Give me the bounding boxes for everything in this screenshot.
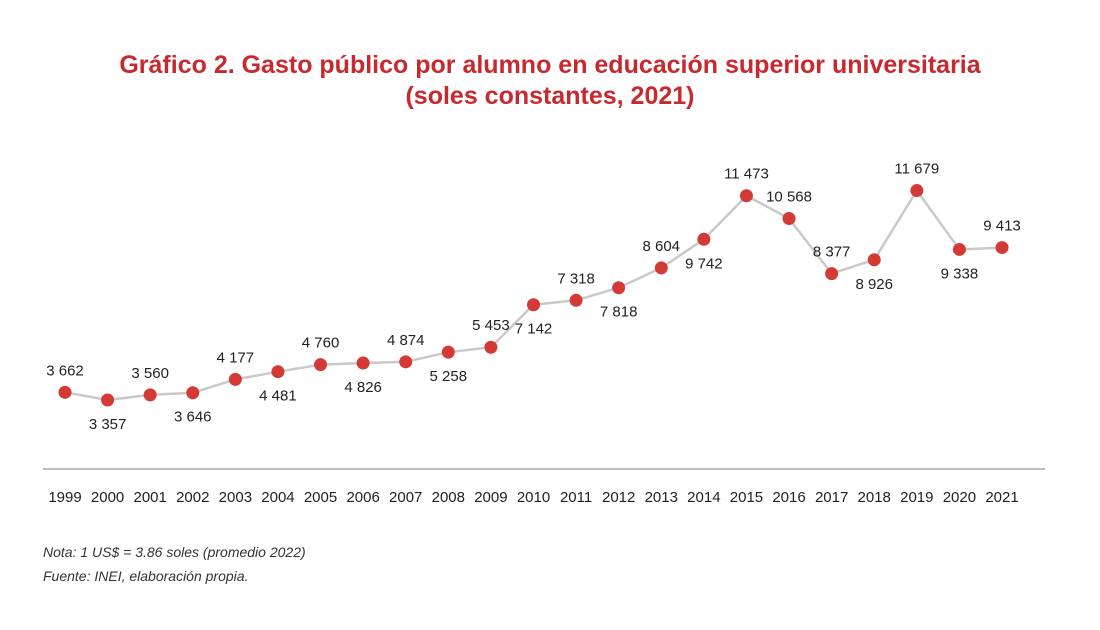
x-tick-label: 2004 xyxy=(261,489,294,506)
footnotes: Nota: 1 US$ = 3.86 soles (promedio 2022)… xyxy=(43,540,306,588)
source-text: Fuente: INEI, elaboración propia. xyxy=(43,568,249,584)
data-point xyxy=(143,388,157,402)
chart-title-line-1: Gráfico 2. Gasto público por alumno en e… xyxy=(119,51,981,79)
data-label: 4 481 xyxy=(259,388,297,405)
data-label: 9 742 xyxy=(685,255,723,272)
x-tick-label: 2002 xyxy=(176,489,209,506)
data-point xyxy=(356,356,370,370)
data-point xyxy=(101,393,115,407)
series-line xyxy=(64,188,1003,402)
data-label: 3 646 xyxy=(174,409,212,426)
data-point xyxy=(654,261,668,275)
data-label: 8 604 xyxy=(642,238,680,255)
data-label: 4 874 xyxy=(387,332,425,349)
data-label: 10 568 xyxy=(766,188,812,205)
x-tick-label: 2017 xyxy=(815,489,848,506)
data-label: 3 560 xyxy=(131,365,169,382)
data-point xyxy=(186,386,200,400)
data-point xyxy=(228,372,242,386)
data-point xyxy=(697,232,711,246)
x-tick-label: 2020 xyxy=(943,489,976,506)
x-tick-label: 2019 xyxy=(900,489,933,506)
note-text: Nota: 1 US$ = 3.86 soles (promedio 2022) xyxy=(43,544,306,560)
data-point xyxy=(825,267,839,281)
x-tick-label: 2005 xyxy=(304,489,337,506)
x-tick-label: 2009 xyxy=(474,489,507,506)
data-point xyxy=(782,211,796,225)
data-label: 5 258 xyxy=(430,368,468,385)
x-tick-label: 2000 xyxy=(91,489,124,506)
x-tick-label: 2010 xyxy=(517,489,550,506)
x-tick-label: 1999 xyxy=(48,489,81,506)
x-tick-label: 2016 xyxy=(772,489,805,506)
data-point xyxy=(952,242,966,256)
data-point xyxy=(612,281,626,295)
x-tick-label: 2013 xyxy=(645,489,678,506)
data-label: 7 142 xyxy=(515,321,553,338)
x-tick-label: 2003 xyxy=(219,489,252,506)
chart-title: Gráfico 2. Gasto público por alumno en e… xyxy=(0,50,1100,112)
data-label: 4 826 xyxy=(344,379,382,396)
data-point xyxy=(995,241,1009,255)
data-point xyxy=(58,385,72,399)
x-tick-label: 2011 xyxy=(560,489,592,506)
data-point xyxy=(399,355,413,369)
data-label: 11 679 xyxy=(894,161,939,178)
x-tick-label: 2018 xyxy=(858,489,891,506)
data-label: 7 318 xyxy=(557,270,595,287)
data-label: 4 177 xyxy=(217,349,255,366)
data-point xyxy=(527,298,540,312)
x-tick-label: 2006 xyxy=(346,489,379,506)
x-tick-label: 2007 xyxy=(389,489,422,506)
data-point xyxy=(910,184,924,198)
data-point xyxy=(271,365,285,379)
data-label: 9 413 xyxy=(983,218,1021,235)
data-point xyxy=(314,358,328,372)
x-tick-label: 2008 xyxy=(432,489,465,506)
data-label: 8 377 xyxy=(813,244,851,261)
data-label: 7 818 xyxy=(600,304,638,321)
x-tick-label: 2015 xyxy=(730,489,763,506)
chart-title-line-2: (soles constantes, 2021) xyxy=(405,82,695,110)
x-tick-label: 2001 xyxy=(133,489,166,506)
data-point xyxy=(739,189,753,203)
data-label: 11 473 xyxy=(724,166,769,183)
data-label: 3 357 xyxy=(89,416,127,433)
data-point xyxy=(569,293,583,307)
data-label: 5 453 xyxy=(472,317,510,334)
data-label: 8 926 xyxy=(855,276,893,293)
data-point xyxy=(441,345,455,359)
data-label: 4 760 xyxy=(302,335,340,352)
x-tick-label: 2021 xyxy=(985,489,1018,506)
x-tick-label: 2014 xyxy=(687,489,720,506)
data-label: 3 662 xyxy=(46,362,84,379)
data-point xyxy=(484,340,498,354)
data-point xyxy=(867,253,881,267)
x-tick-label: 2012 xyxy=(602,489,635,506)
data-label: 9 338 xyxy=(941,265,979,282)
